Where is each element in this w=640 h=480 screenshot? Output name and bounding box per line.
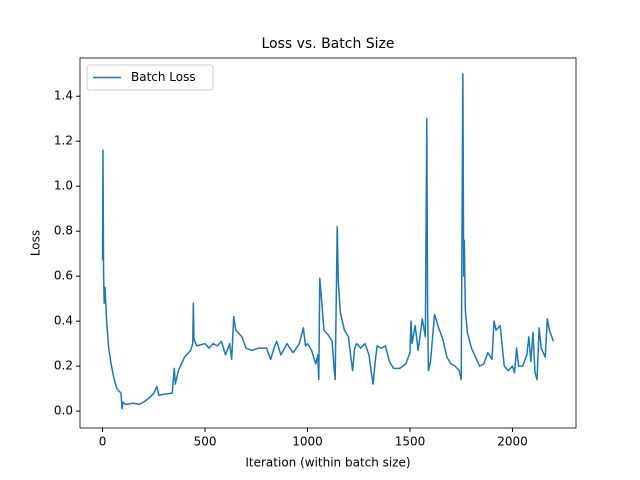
x-tick-label: 2000: [497, 435, 528, 449]
y-tick-label: 1.4: [54, 89, 73, 103]
x-tick-label: 1500: [395, 435, 426, 449]
plot-frame: [79, 57, 577, 429]
legend-box: [86, 64, 214, 91]
y-tick-label: 0.0: [54, 404, 73, 418]
y-tick-label: 1.2: [54, 134, 73, 148]
x-tick-label: 500: [194, 435, 217, 449]
y-axis-label: Loss: [29, 230, 43, 256]
legend-label: Batch Loss: [131, 70, 196, 84]
y-tick-label: 0.2: [54, 359, 73, 373]
y-tick-label: 0.4: [54, 314, 73, 328]
x-tick-label: 0: [99, 435, 107, 449]
x-tick-label: 1000: [292, 435, 323, 449]
y-tick-label: 0.8: [54, 224, 73, 238]
chart-title: Loss vs. Batch Size: [261, 36, 394, 52]
x-axis-label: Iteration (within batch size): [245, 456, 410, 470]
line-series: [101, 72, 555, 410]
y-tick-label: 1.0: [54, 179, 73, 193]
y-tick-label: 0.6: [54, 269, 73, 283]
